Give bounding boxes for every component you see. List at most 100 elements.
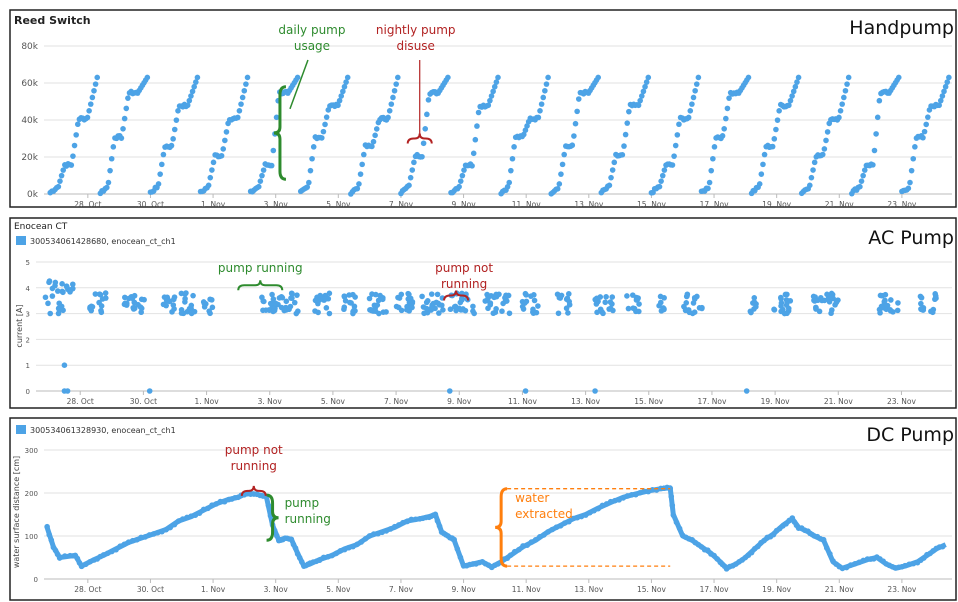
data-point: [209, 167, 215, 173]
data-point: [628, 492, 635, 498]
data-point: [724, 105, 731, 112]
data-point: [842, 87, 849, 94]
data-point: [283, 298, 290, 305]
data-point: [341, 304, 348, 310]
data-point: [395, 74, 401, 81]
data-point: [96, 299, 102, 306]
data-point: [906, 561, 913, 568]
data-point: [844, 81, 850, 87]
data-point: [163, 297, 170, 304]
data-point: [606, 182, 613, 189]
data-point: [670, 512, 677, 518]
data-point: [87, 559, 93, 565]
data-point: [294, 292, 300, 298]
data-point: [821, 146, 828, 152]
data-point: [309, 155, 315, 162]
data-point: [370, 138, 377, 145]
data-point: [771, 136, 778, 142]
data-point: [368, 306, 374, 313]
legend-marker-ac: [16, 236, 26, 245]
data-point: [939, 93, 946, 99]
data-point: [748, 549, 755, 556]
data-point: [122, 300, 128, 307]
data-point: [658, 178, 664, 184]
data-point: [502, 294, 508, 301]
data-point: [49, 285, 56, 292]
data-point: [784, 299, 790, 306]
data-point: [750, 300, 756, 306]
data-point: [778, 308, 784, 315]
data-point: [342, 297, 349, 304]
data-point: [49, 293, 56, 299]
data-point: [811, 298, 818, 304]
data-point: [270, 147, 277, 154]
data-point: [371, 531, 377, 537]
data-point: [488, 93, 495, 99]
x-tick-label: 3. Nov: [258, 397, 283, 406]
data-point: [888, 297, 894, 303]
data-point: [619, 152, 626, 158]
data-point: [173, 117, 180, 123]
x-tick-label: 5. Nov: [326, 200, 351, 209]
data-point: [609, 167, 616, 173]
data-point: [138, 296, 145, 303]
data-point: [146, 532, 153, 538]
data-point: [387, 526, 394, 532]
data-point: [668, 493, 675, 500]
data-point: [296, 554, 303, 561]
data-point: [58, 172, 65, 179]
data-point: [59, 281, 65, 287]
data-point: [683, 300, 690, 306]
data-point: [564, 295, 571, 302]
data-point: [602, 299, 609, 306]
data-point: [84, 114, 91, 121]
data-point: [820, 536, 827, 543]
data-point: [64, 388, 71, 394]
data-point: [672, 142, 679, 149]
data-point: [792, 83, 799, 90]
data-point: [554, 186, 561, 192]
data-point: [73, 132, 79, 138]
data-point: [69, 281, 76, 288]
data-point: [566, 518, 572, 525]
data-point: [723, 115, 729, 122]
data-point: [661, 167, 668, 173]
data-point: [121, 115, 128, 122]
data-point: [94, 74, 101, 81]
x-tick-label: 17. Nov: [700, 585, 730, 594]
data-point: [687, 107, 694, 114]
data-point: [60, 307, 66, 314]
data-point: [336, 97, 343, 104]
data-point: [104, 184, 110, 191]
data-point: [907, 179, 913, 186]
data-point: [221, 498, 228, 505]
x-tick-label: 21. Nov: [825, 585, 855, 594]
data-point: [549, 526, 556, 533]
data-point: [839, 101, 845, 107]
data-point: [170, 302, 177, 308]
data-point: [828, 310, 834, 317]
data-point: [699, 305, 705, 312]
data-point: [188, 310, 195, 317]
data-point: [493, 291, 499, 298]
data-point: [925, 114, 931, 120]
data-point: [592, 388, 598, 394]
data-point: [110, 144, 117, 150]
data-point: [524, 123, 530, 129]
data-point: [270, 308, 276, 315]
data-point: [335, 102, 341, 109]
data-point: [528, 539, 535, 545]
data-point: [786, 102, 792, 109]
data-point: [445, 74, 451, 81]
x-tick-label: 13. Nov: [574, 200, 604, 209]
x-tick-label: 1. Nov: [194, 397, 219, 406]
corner-label-dc-pump: DC Pump: [866, 424, 954, 446]
data-point: [535, 303, 541, 309]
data-point: [592, 296, 599, 303]
data-point: [352, 294, 358, 300]
data-point: [520, 543, 526, 549]
data-point: [159, 528, 165, 535]
data-point: [523, 298, 530, 305]
legend-label-dc: 300534061328930, enocean_ct_ch1: [30, 426, 176, 435]
